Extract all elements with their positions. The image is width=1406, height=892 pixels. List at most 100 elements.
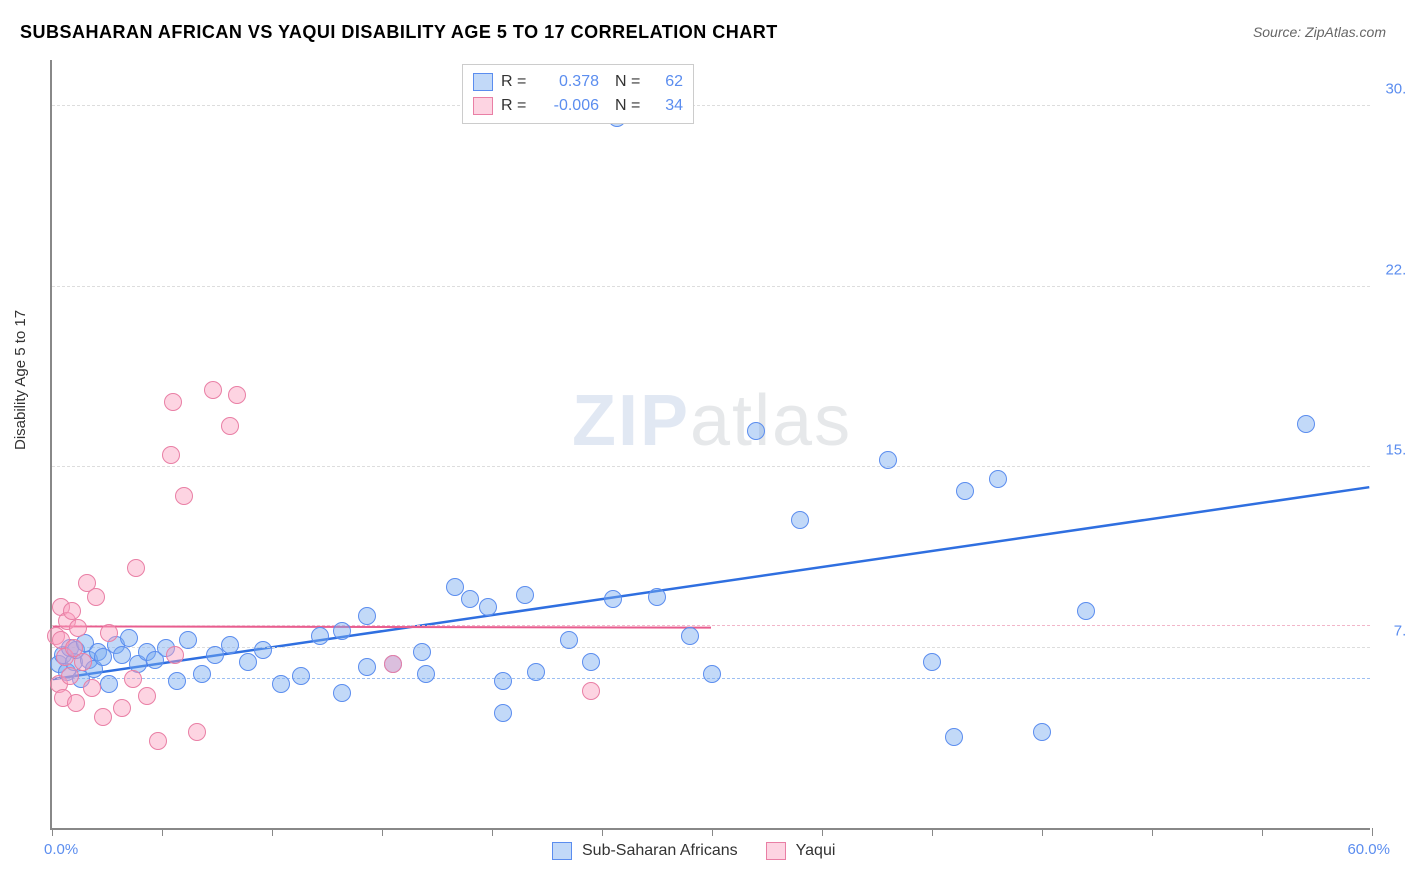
x-tick — [1262, 828, 1263, 836]
data-point — [94, 708, 112, 726]
data-point — [204, 381, 222, 399]
data-point — [527, 663, 545, 681]
data-point — [221, 636, 239, 654]
x-tick — [602, 828, 603, 836]
data-point — [188, 723, 206, 741]
gridline — [52, 647, 1370, 648]
x-tick — [822, 828, 823, 836]
trend-lines — [52, 60, 1370, 828]
data-point — [681, 627, 699, 645]
data-point — [166, 646, 184, 664]
data-point — [494, 704, 512, 722]
data-point — [648, 588, 666, 606]
data-point — [193, 665, 211, 683]
data-point — [175, 487, 193, 505]
source-attribution: Source: ZipAtlas.com — [1253, 24, 1386, 40]
data-point — [333, 622, 351, 640]
gridline — [52, 466, 1370, 467]
data-point — [164, 393, 182, 411]
data-point — [120, 629, 138, 647]
data-point — [516, 586, 534, 604]
x-tick — [932, 828, 933, 836]
x-tick — [162, 828, 163, 836]
x-axis-label: 0.0% — [44, 841, 78, 858]
legend-swatch — [552, 842, 572, 860]
data-point — [100, 624, 118, 642]
data-point — [67, 694, 85, 712]
legend-n-label: N = — [615, 97, 645, 115]
legend-n-label: N = — [615, 73, 645, 91]
data-point — [333, 684, 351, 702]
data-point — [956, 482, 974, 500]
x-tick — [1372, 828, 1373, 836]
data-point — [879, 451, 897, 469]
data-point — [100, 675, 118, 693]
data-point — [83, 679, 101, 697]
data-point — [1077, 602, 1095, 620]
legend-n-value: 62 — [653, 73, 683, 91]
data-point — [479, 598, 497, 616]
data-point — [311, 627, 329, 645]
x-tick — [1042, 828, 1043, 836]
data-point — [582, 682, 600, 700]
data-point — [945, 728, 963, 746]
data-point — [446, 578, 464, 596]
legend-r-value: 0.378 — [539, 73, 599, 91]
chart-title: SUBSAHARAN AFRICAN VS YAQUI DISABILITY A… — [20, 22, 778, 43]
legend-r-label: R = — [501, 73, 531, 91]
legend-swatch — [473, 73, 493, 91]
data-point — [168, 672, 186, 690]
y-tick-label: 30.0% — [1385, 81, 1406, 98]
data-point — [461, 590, 479, 608]
data-point — [1297, 415, 1315, 433]
y-axis-label: Disability Age 5 to 17 — [12, 310, 29, 450]
data-point — [179, 631, 197, 649]
x-tick — [272, 828, 273, 836]
data-point — [747, 422, 765, 440]
data-point — [254, 641, 272, 659]
data-point — [791, 511, 809, 529]
legend-r-value: -0.006 — [539, 97, 599, 115]
data-point — [494, 672, 512, 690]
gridline — [52, 286, 1370, 287]
y-tick-label: 15.0% — [1385, 442, 1406, 459]
data-point — [1033, 723, 1051, 741]
data-point — [292, 667, 310, 685]
data-point — [384, 655, 402, 673]
legend-swatch — [473, 97, 493, 115]
x-tick — [1152, 828, 1153, 836]
data-point — [149, 732, 167, 750]
legend-n-value: 34 — [653, 97, 683, 115]
data-point — [358, 658, 376, 676]
data-point — [69, 619, 87, 637]
data-point — [61, 667, 79, 685]
data-point — [138, 687, 156, 705]
y-tick-label: 22.5% — [1385, 261, 1406, 278]
data-point — [417, 665, 435, 683]
data-point — [560, 631, 578, 649]
gridline — [52, 105, 1370, 106]
data-point — [239, 653, 257, 671]
trend-ref-line — [52, 625, 1370, 626]
data-point — [413, 643, 431, 661]
watermark: ZIPatlas — [572, 380, 852, 462]
legend-r-label: R = — [501, 97, 531, 115]
data-point — [604, 590, 622, 608]
legend-series-name: Yaqui — [796, 842, 836, 860]
scatter-plot: ZIPatlas 7.5%15.0%22.5%30.0%0.0%60.0%R =… — [50, 60, 1370, 830]
data-point — [162, 446, 180, 464]
data-point — [124, 670, 142, 688]
correlation-legend: R = 0.378 N = 62 R = -0.006 N = 34 — [462, 64, 694, 124]
data-point — [87, 588, 105, 606]
legend-series-name: Sub-Saharan Africans — [582, 842, 738, 860]
series-legend: Sub-Saharan Africans Yaqui — [552, 842, 853, 860]
data-point — [74, 653, 92, 671]
x-tick — [52, 828, 53, 836]
data-point — [358, 607, 376, 625]
data-point — [221, 417, 239, 435]
data-point — [272, 675, 290, 693]
data-point — [989, 470, 1007, 488]
y-tick-label: 7.5% — [1394, 622, 1406, 639]
x-tick — [382, 828, 383, 836]
data-point — [582, 653, 600, 671]
